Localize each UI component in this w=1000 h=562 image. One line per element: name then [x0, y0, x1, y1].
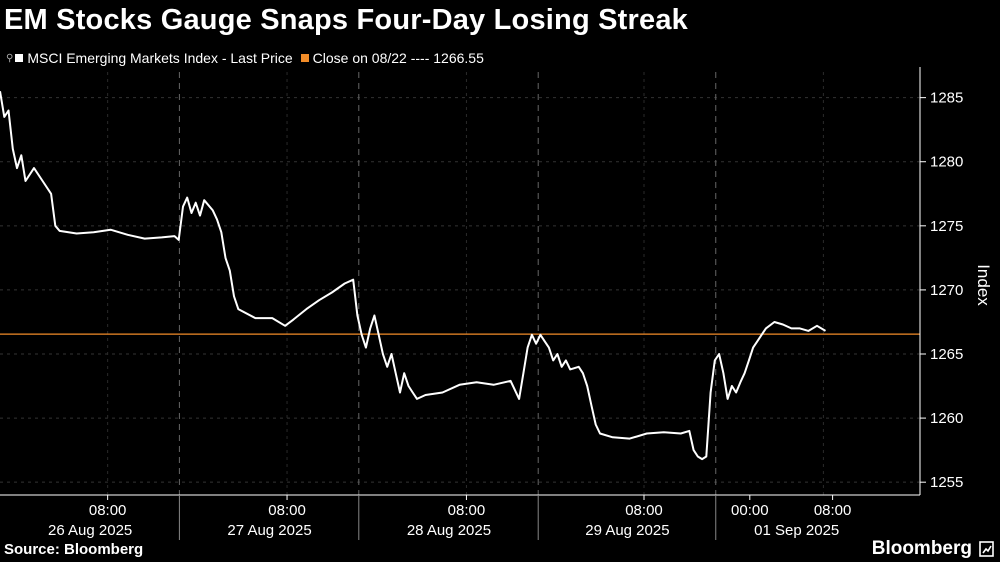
x-tick-label: 00:00	[731, 502, 769, 519]
y-tick-label: 1275	[930, 218, 963, 235]
x-date-label: 01 Sep 2025	[754, 522, 839, 539]
source-note: Source: Bloomberg	[4, 541, 144, 558]
series-line-msci-em	[0, 91, 827, 461]
x-tick-label: 08:00	[89, 502, 127, 519]
y-tick-label: 1280	[930, 154, 963, 171]
x-tick-label: 08:00	[448, 502, 486, 519]
legend-item-last-price: MSCI Emerging Markets Index - Last Price	[15, 50, 293, 66]
x-date-label: 29 Aug 2025	[585, 522, 669, 539]
y-tick-label: 1270	[930, 282, 963, 299]
y-tick-label: 1255	[930, 474, 963, 491]
chart-title: EM Stocks Gauge Snaps Four-Day Losing St…	[4, 4, 689, 36]
x-tick-label: 08:00	[268, 502, 306, 519]
x-date-label: 28 Aug 2025	[407, 522, 491, 539]
bloomberg-mark-icon	[979, 541, 994, 557]
y-tick-label: 1265	[930, 346, 963, 363]
pin-icon[interactable]: ⚲	[6, 52, 14, 64]
x-date-label: 26 Aug 2025	[48, 522, 132, 539]
y-tick-label: 1260	[930, 410, 963, 427]
legend-swatch-close	[300, 54, 309, 62]
legend-label-close: Close on 08/22 ---- 1266.55	[312, 50, 484, 66]
y-axis-title: Index	[974, 264, 993, 306]
chart-legend: ⚲ MSCI Emerging Markets Index - Last Pri…	[6, 50, 492, 66]
legend-label-last-price: MSCI Emerging Markets Index - Last Price	[27, 50, 293, 66]
y-tick-label: 1285	[930, 90, 963, 107]
bloomberg-logo: Bloomberg	[871, 538, 972, 559]
legend-item-close: Close on 08/22 ---- 1266.55	[300, 50, 484, 66]
x-tick-label: 08:00	[814, 502, 852, 519]
legend-swatch-last-price	[15, 54, 24, 62]
x-tick-label: 08:00	[625, 502, 663, 519]
x-date-label: 27 Aug 2025	[227, 522, 311, 539]
